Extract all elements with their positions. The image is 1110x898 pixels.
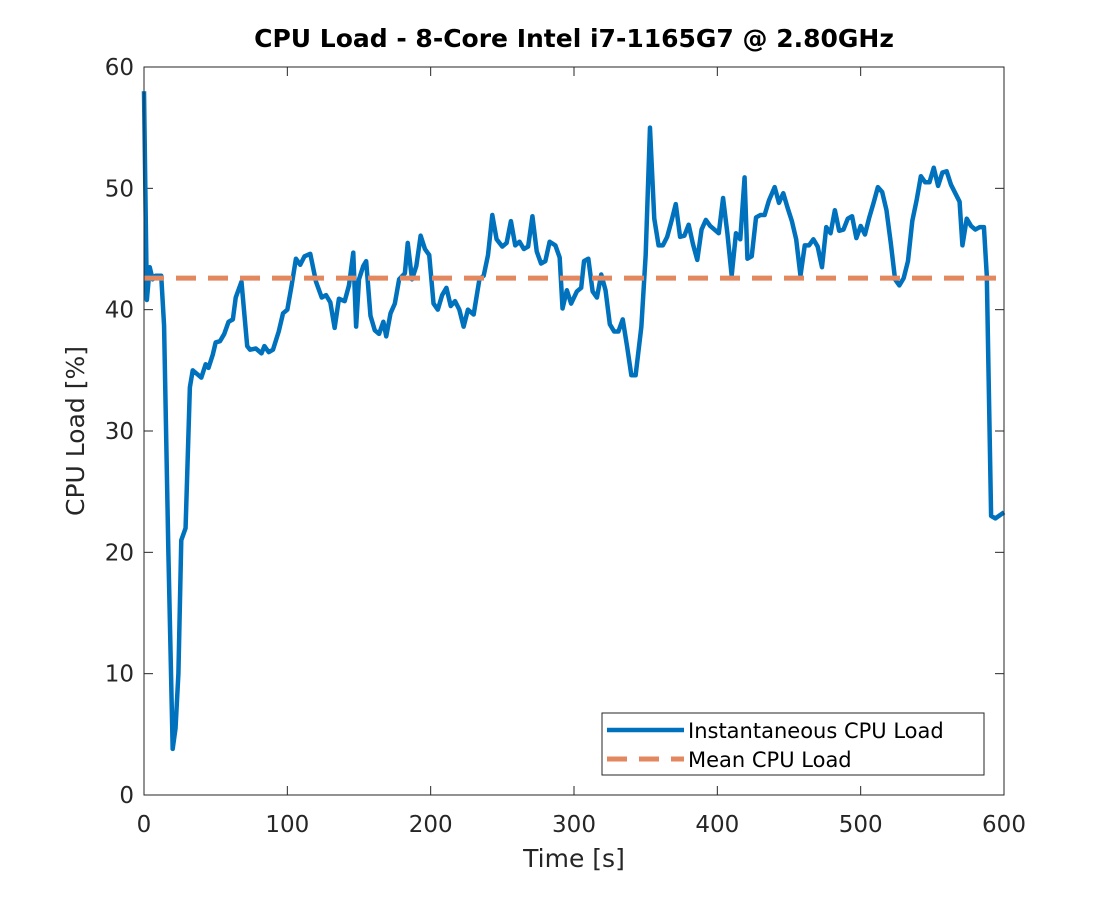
legend-box	[601, 712, 985, 776]
axes-box	[143, 66, 1005, 796]
y-axis-label: CPU Load [%]	[61, 346, 90, 516]
y-tick-label: 60	[105, 55, 134, 81]
data-line	[141, 91, 1006, 752]
x-tick-label: 500	[839, 812, 883, 838]
x-axis-label: Time [s]	[522, 844, 625, 873]
x-tick-label: 400	[695, 812, 739, 838]
x-tick-label: 300	[552, 812, 596, 838]
y-tick-label: 50	[105, 176, 134, 202]
legend-label: Instantaneous CPU Load	[688, 719, 944, 743]
y-tick-label: 30	[105, 419, 134, 445]
plot-area	[144, 67, 1004, 795]
y-tick-label: 0	[119, 783, 134, 809]
y-tick-label: 10	[105, 662, 134, 688]
legend: Instantaneous CPU Load Mean CPU Load	[601, 712, 985, 776]
x-tick-label: 200	[409, 812, 453, 838]
x-tick-label: 100	[265, 812, 309, 838]
y-tick-label: 20	[105, 540, 134, 566]
x-tick-label: 0	[137, 812, 152, 838]
y-tick-label: 40	[105, 298, 134, 324]
legend-label: Mean CPU Load	[688, 748, 852, 772]
x-tick-label: 600	[982, 812, 1026, 838]
chart-title: CPU Load - 8-Core Intel i7-1165G7 @ 2.80…	[254, 24, 894, 53]
